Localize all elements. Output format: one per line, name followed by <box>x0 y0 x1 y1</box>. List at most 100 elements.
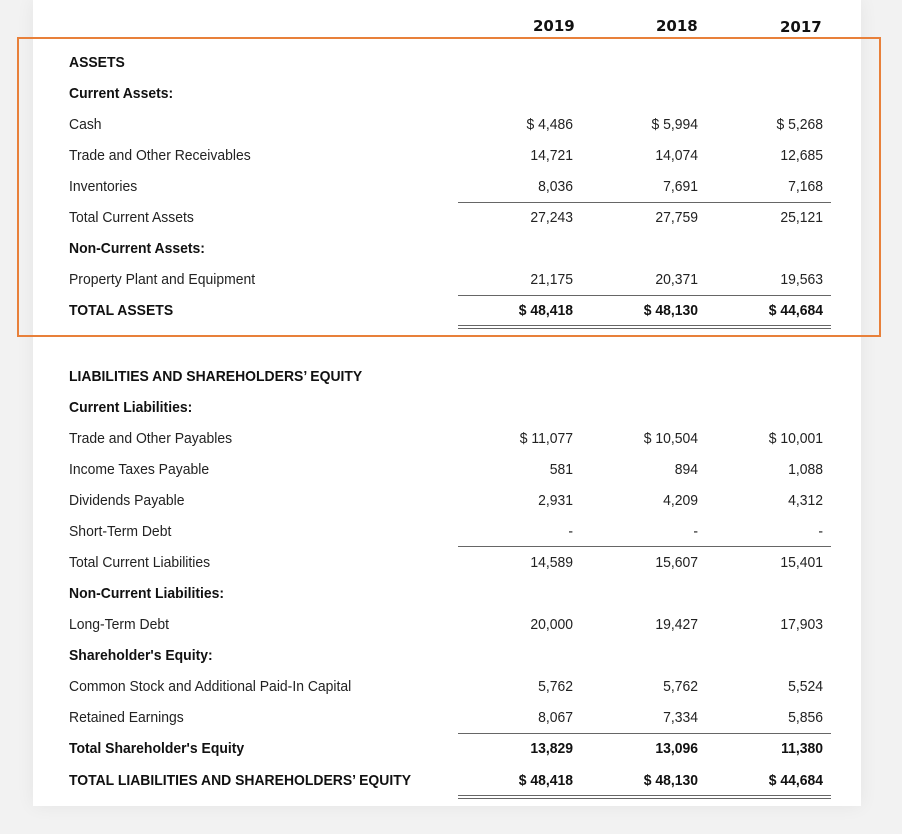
table-row: Long-Term Debt 20,000 19,427 17,903 <box>0 616 902 638</box>
equity-heading-row: Shareholder's Equity: <box>0 647 902 669</box>
row-label: Total Current Liabilities <box>69 554 211 571</box>
row-label: TOTAL ASSETS <box>69 302 174 319</box>
assets-heading: ASSETS <box>69 54 125 71</box>
liabilities-heading-row: LIABILITIES AND SHAREHOLDERS’ EQUITY <box>0 368 902 390</box>
value-2019: 21,175 <box>530 271 573 288</box>
noncurrent-assets-heading-row: Non-Current Assets: <box>0 240 902 262</box>
table-row: TOTAL ASSETS $ 48,418 $ 48,130 $ 44,684 <box>0 302 902 324</box>
equity-heading: Shareholder's Equity: <box>69 647 213 664</box>
value-2017: 5,856 <box>788 709 823 726</box>
value-2017: 25,121 <box>780 209 823 226</box>
value-2018: 7,334 <box>663 709 698 726</box>
subtotal-rule <box>458 733 831 734</box>
table-row: Income Taxes Payable 581 894 1,088 <box>0 461 902 483</box>
value-2018: 15,607 <box>655 554 698 571</box>
value-2019: - <box>568 523 573 540</box>
value-2019: 8,036 <box>538 178 573 195</box>
table-row: Common Stock and Additional Paid-In Capi… <box>0 678 902 700</box>
table-row: Dividends Payable 2,931 4,209 4,312 <box>0 492 902 514</box>
noncurrent-assets-heading: Non-Current Assets: <box>69 240 205 257</box>
value-2018: 4,209 <box>663 492 698 509</box>
row-label: Trade and Other Receivables <box>69 147 251 164</box>
value-2018: 13,096 <box>655 740 698 757</box>
row-label: Total Current Assets <box>69 209 194 226</box>
current-liabilities-heading-row: Current Liabilities: <box>0 399 902 421</box>
current-assets-heading-row: Current Assets: <box>0 85 902 107</box>
value-2019: 27,243 <box>530 209 573 226</box>
total-double-rule <box>458 325 831 329</box>
noncurrent-liabilities-heading-row: Non-Current Liabilities: <box>0 585 902 607</box>
value-2017: 12,685 <box>780 147 823 164</box>
table-row: Property Plant and Equipment 21,175 20,3… <box>0 271 902 293</box>
table-row: Trade and Other Receivables 14,721 14,07… <box>0 147 902 169</box>
value-2018: 20,371 <box>655 271 698 288</box>
row-label: Cash <box>69 116 102 133</box>
value-2017: $ 44,684 <box>768 772 823 789</box>
row-label: Common Stock and Additional Paid-In Capi… <box>69 678 352 695</box>
value-2019: 14,589 <box>530 554 573 571</box>
year-header-2017: 2017 <box>780 18 822 36</box>
value-2017: 1,088 <box>788 461 823 478</box>
value-2017: 15,401 <box>780 554 823 571</box>
current-assets-heading: Current Assets: <box>69 85 174 102</box>
value-2018: 5,762 <box>663 678 698 695</box>
row-label: Inventories <box>69 178 138 195</box>
value-2019: 13,829 <box>530 740 573 757</box>
table-row: Trade and Other Payables $ 11,077 $ 10,5… <box>0 430 902 452</box>
value-2018: 7,691 <box>663 178 698 195</box>
year-header-2019: 2019 <box>533 17 575 35</box>
current-liabilities-heading: Current Liabilities: <box>69 399 193 416</box>
row-label: Trade and Other Payables <box>69 430 233 447</box>
subtotal-rule <box>458 202 831 203</box>
table-row: TOTAL LIABILITIES AND SHAREHOLDERS’ EQUI… <box>0 772 902 794</box>
row-label: TOTAL LIABILITIES AND SHAREHOLDERS’ EQUI… <box>69 772 412 789</box>
row-label: Long-Term Debt <box>69 616 170 633</box>
value-2018: 27,759 <box>655 209 698 226</box>
subtotal-rule <box>458 546 831 547</box>
value-2019: 14,721 <box>530 147 573 164</box>
value-2019: $ 11,077 <box>519 430 573 447</box>
row-label: Retained Earnings <box>69 709 184 726</box>
row-label: Total Shareholder's Equity <box>69 740 245 757</box>
value-2019: 20,000 <box>530 616 573 633</box>
value-2017: $ 5,268 <box>776 116 823 133</box>
value-2017: 11,380 <box>781 740 823 757</box>
balance-sheet <box>33 0 861 806</box>
noncurrent-liabilities-heading: Non-Current Liabilities: <box>69 585 225 602</box>
row-label: Income Taxes Payable <box>69 461 210 478</box>
table-row: Retained Earnings 8,067 7,334 5,856 <box>0 709 902 731</box>
value-2017: 5,524 <box>788 678 823 695</box>
value-2018: $ 48,130 <box>643 302 698 319</box>
table-row: Total Current Liabilities 14,589 15,607 … <box>0 554 902 576</box>
assets-heading-row: ASSETS <box>0 54 902 76</box>
value-2017: 7,168 <box>788 178 823 195</box>
value-2017: $ 44,684 <box>768 302 823 319</box>
value-2018: - <box>693 523 698 540</box>
row-label: Dividends Payable <box>69 492 185 509</box>
value-2017: $ 10,001 <box>768 430 823 447</box>
liabilities-heading: LIABILITIES AND SHAREHOLDERS’ EQUITY <box>69 368 363 385</box>
value-2019: 5,762 <box>538 678 573 695</box>
row-label: Property Plant and Equipment <box>69 271 256 288</box>
value-2017: 17,903 <box>780 616 823 633</box>
value-2018: 14,074 <box>655 147 698 164</box>
table-row: Total Current Assets 27,243 27,759 25,12… <box>0 209 902 231</box>
value-2017: 19,563 <box>780 271 823 288</box>
value-2019: 581 <box>549 461 573 478</box>
value-2018: 19,427 <box>655 616 698 633</box>
row-label: Short-Term Debt <box>69 523 172 540</box>
table-row: Inventories 8,036 7,691 7,168 <box>0 178 902 200</box>
table-row: Cash $ 4,486 $ 5,994 $ 5,268 <box>0 116 902 138</box>
table-row: Short-Term Debt - - - <box>0 523 902 545</box>
value-2019: 8,067 <box>538 709 573 726</box>
value-2018: $ 5,994 <box>651 116 698 133</box>
value-2018: 894 <box>674 461 698 478</box>
table-row: Total Shareholder's Equity 13,829 13,096… <box>0 740 902 762</box>
value-2017: 4,312 <box>788 492 823 509</box>
year-header-2018: 2018 <box>656 17 698 35</box>
total-double-rule <box>458 795 831 799</box>
value-2019: 2,931 <box>538 492 573 509</box>
value-2018: $ 10,504 <box>643 430 698 447</box>
value-2019: $ 48,418 <box>518 302 573 319</box>
value-2019: $ 4,486 <box>526 116 573 133</box>
